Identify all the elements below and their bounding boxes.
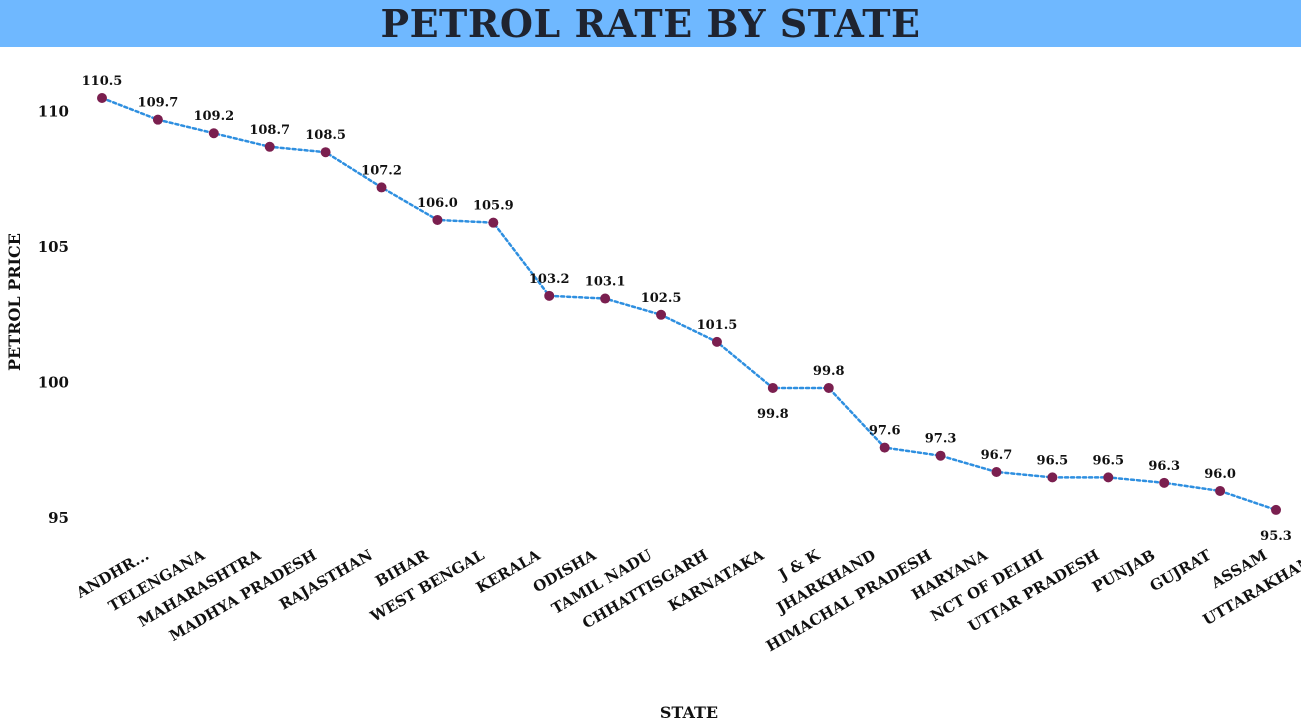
data-point: [823, 382, 834, 393]
data-label: 108.7: [249, 123, 290, 138]
data-label: 103.2: [529, 272, 570, 287]
data-label: 107.2: [361, 163, 402, 178]
data-point: [432, 214, 443, 225]
data-label: 105.9: [473, 199, 514, 214]
data-point: [1271, 504, 1281, 515]
data-point: [767, 382, 778, 393]
y-axis: 95 100 105 110: [38, 103, 69, 527]
data-point: [1047, 472, 1058, 483]
x-tick-label: PUNJAB: [1089, 546, 1158, 596]
data-point: [991, 466, 1002, 477]
data-point: [1103, 472, 1114, 483]
data-label: 103.1: [585, 275, 626, 290]
data-label: 96.3: [1148, 459, 1180, 474]
data-point: [1215, 485, 1226, 496]
data-point: [264, 141, 275, 152]
data-label: 110.5: [82, 74, 123, 89]
x-tick-label: KERALA: [473, 546, 544, 597]
data-label: 96.5: [1037, 453, 1069, 468]
data-point: [208, 128, 219, 139]
data-label: 97.3: [925, 432, 957, 447]
y-tick-label: 105: [38, 238, 69, 256]
data-points: [97, 93, 1281, 515]
data-point: [488, 217, 499, 228]
series-line: [100, 96, 1278, 512]
data-point: [656, 309, 667, 320]
data-label: 102.5: [641, 291, 682, 306]
x-tick-label: RAJASTHAN: [276, 546, 376, 614]
data-label: 99.8: [757, 407, 789, 422]
data-label: 95.3: [1260, 529, 1292, 544]
data-point: [711, 336, 722, 347]
data-label: 101.5: [697, 318, 738, 333]
data-point: [1159, 477, 1170, 488]
data-point: [376, 182, 387, 193]
data-label: 99.8: [813, 364, 845, 379]
chart-title: PETROL RATE BY STATE: [380, 1, 921, 46]
data-label: 109.2: [193, 109, 234, 124]
data-label: 108.5: [305, 128, 346, 143]
data-point: [544, 290, 555, 301]
data-point: [97, 93, 107, 103]
data-label: 96.7: [981, 448, 1013, 463]
x-tick-label: GUJRAT: [1147, 545, 1215, 595]
y-tick-label: 110: [38, 103, 69, 121]
data-point: [879, 442, 890, 453]
y-tick-label: 95: [48, 509, 69, 527]
data-point: [320, 147, 331, 158]
title-bar: PETROL RATE BY STATE: [0, 0, 1301, 47]
data-label: 96.0: [1204, 467, 1236, 482]
data-point: [152, 114, 163, 125]
y-tick-label: 100: [38, 374, 69, 392]
data-point: [935, 450, 946, 461]
data-label: 97.6: [869, 424, 901, 439]
data-point: [600, 293, 611, 304]
y-axis-title: PETROL PRICE: [5, 233, 24, 371]
x-axis-title: STATE: [660, 703, 718, 722]
data-label: 106.0: [417, 196, 458, 211]
data-label: 109.7: [138, 96, 179, 111]
x-tick-label: KARNATAKA: [665, 546, 767, 615]
data-labels: 110.5 109.7 109.2 108.7 108.5 107.2 106.0 105.9…: [82, 74, 1292, 544]
data-label: 96.5: [1092, 453, 1124, 468]
